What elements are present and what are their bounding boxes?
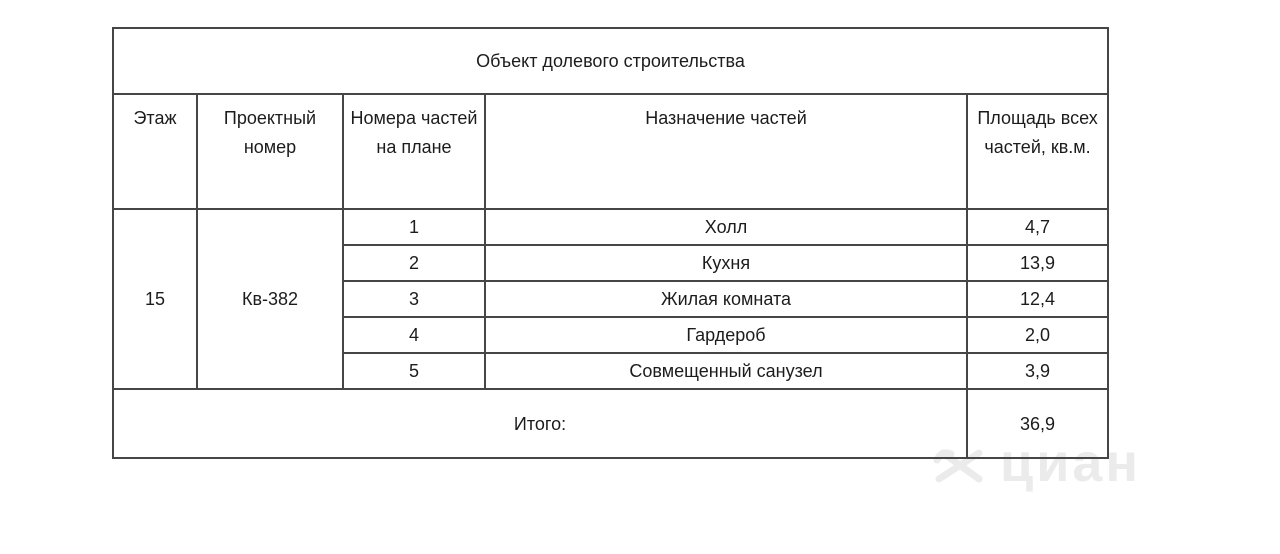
project-number-value: Кв-382 (196, 208, 344, 390)
part-area: 3,9 (965, 352, 1110, 390)
table-row: 15 Кв-382 1 Холл 4,7 (112, 208, 1110, 390)
table-title: Объект долевого строительства (111, 27, 1110, 95)
part-area: 12,4 (965, 280, 1110, 318)
total-row: Итого: 36,9 (112, 388, 1110, 459)
table-header-row: Этаж Проектный номер Номера частей на пл… (112, 93, 1110, 210)
table-row: 4 Гардероб 2,0 (113, 316, 1110, 354)
part-purpose: Кухня (484, 244, 968, 282)
part-purpose: Холл (484, 208, 968, 246)
table-row: 3 Жилая комната 12,4 (113, 280, 1110, 318)
col-header-part-numbers: Номера частей на плане (342, 93, 486, 210)
total-area-value: 36,9 (965, 388, 1110, 459)
col-header-project-number: Проектный номер (196, 93, 344, 210)
table-row: 5 Совмещенный санузел 3,9 (113, 352, 1110, 390)
col-header-floor: Этаж (112, 93, 198, 210)
col-header-area: Площадь всех частей, кв.м. (965, 93, 1110, 210)
part-area: 2,0 (965, 316, 1110, 354)
construction-object-table: Объект долевого строительства Этаж Проек… (111, 27, 1110, 459)
table-title-row: Объект долевого строительства (111, 27, 1110, 95)
part-area: 13,9 (965, 244, 1110, 282)
part-number: 4 (342, 316, 486, 354)
part-number: 1 (342, 208, 486, 246)
part-number: 5 (342, 352, 486, 390)
part-area: 4,7 (965, 208, 1110, 246)
total-label: Итого: (112, 388, 968, 459)
table-row: 2 Кухня 13,9 (113, 244, 1110, 282)
part-purpose: Гардероб (484, 316, 968, 354)
part-number: 3 (342, 280, 486, 318)
part-number: 2 (342, 244, 486, 282)
floor-value: 15 (112, 208, 198, 390)
part-purpose: Совмещенный санузел (484, 352, 968, 390)
part-purpose: Жилая комната (484, 280, 968, 318)
col-header-purpose: Назначение частей (484, 93, 968, 210)
